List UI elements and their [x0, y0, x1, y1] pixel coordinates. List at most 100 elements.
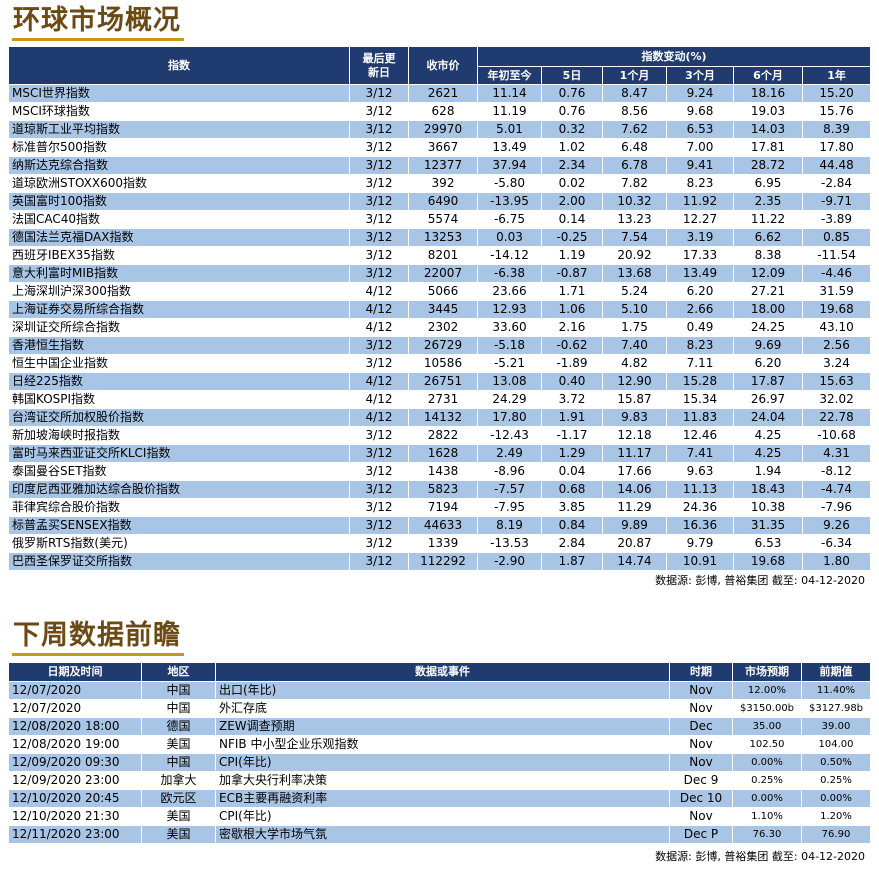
- cell-1m: 17.66: [602, 462, 667, 481]
- cell-5d: -1.89: [541, 354, 603, 373]
- cell-datetime: 12/07/2020: [8, 681, 142, 700]
- cell-3m: 11.13: [666, 480, 734, 499]
- header-period-ytd: 年初至今: [477, 66, 542, 85]
- cell-ytd: -14.12: [477, 246, 542, 265]
- cell-index-name: 巴西圣保罗证交所指数: [8, 552, 350, 571]
- header-region: 地区: [141, 662, 216, 682]
- cell-last-update: 3/12: [349, 480, 409, 499]
- cell-1m: 9.83: [602, 408, 667, 427]
- cell-ytd: -8.96: [477, 462, 542, 481]
- table-row: 泰国曼谷SET指数 3/12 1438 -8.96 0.04 17.66 9.63 1.94-…: [8, 462, 872, 481]
- cell-3m: 11.83: [666, 408, 734, 427]
- cell-previous: 104.00: [801, 735, 871, 754]
- cell-datetime: 12/11/2020 23:00: [8, 825, 142, 844]
- cell-6m: 18.00: [733, 300, 803, 319]
- cell-forecast: 0.25%: [732, 771, 802, 790]
- cell-6m: 1.94: [733, 462, 803, 481]
- cell-5d: 1.29: [541, 444, 603, 463]
- cell-close: 5066: [408, 282, 478, 301]
- cell-1m: 5.24: [602, 282, 667, 301]
- cell-index-name: 菲律宾综合股价指数: [8, 498, 350, 517]
- cell-index-name: 西班牙IBEX35指数: [8, 246, 350, 265]
- header-forecast: 市场预期: [732, 662, 802, 682]
- table-row: 12/10/2020 21:30 美国 CPI(年比) Nov 1.10% 1.20%: [8, 807, 871, 826]
- cell-ytd: 11.14: [477, 84, 542, 103]
- cell-3m: 6.20: [666, 282, 734, 301]
- cell-close: 112292: [408, 552, 478, 571]
- cell-6m: 6.20: [733, 354, 803, 373]
- cell-1m: 6.48: [602, 138, 667, 157]
- cell-1y: 15.63: [801, 372, 872, 391]
- cell-datetime: 12/07/2020: [8, 699, 142, 718]
- cell-5d: 0.04: [541, 462, 603, 481]
- cell-index-name: 标准普尔500指数: [8, 138, 350, 157]
- cell-period: Nov: [669, 753, 733, 772]
- cell-last-update: 4/12: [349, 318, 409, 337]
- table-row: 新加坡海峡时报指数 3/12 2822 -12.43 -1.17 12.18 12.46 4.…: [8, 426, 872, 445]
- table-row: 道琼欧洲STOXX600指数 3/12 392 -5.80 0.02 7.82 8.23 6.…: [8, 174, 872, 193]
- cell-6m: 6.53: [733, 534, 803, 553]
- cell-last-update: 3/12: [349, 552, 409, 571]
- cell-region: 美国: [141, 735, 216, 754]
- cell-1y: 22.78: [801, 408, 872, 427]
- cell-event: ECB主要再融资利率: [215, 789, 670, 808]
- cell-5d: 3.72: [541, 390, 603, 409]
- cell-index-name: 纳斯达克综合指数: [8, 156, 350, 175]
- table-row: 12/10/2020 20:45 欧元区 ECB主要再融资利率 Dec 10 0.00%…: [8, 789, 871, 808]
- table-row: 菲律宾综合股价指数 3/12 7194 -7.95 3.85 11.29 24.36 10.3…: [8, 498, 872, 517]
- cell-forecast: 0.00%: [732, 753, 802, 772]
- cell-3m: 12.46: [666, 426, 734, 445]
- cell-6m: 27.21: [733, 282, 803, 301]
- cell-close: 1438: [408, 462, 478, 481]
- cell-3m: 7.00: [666, 138, 734, 157]
- cell-period: Dec 10: [669, 789, 733, 808]
- cell-period: Nov: [669, 681, 733, 700]
- cell-5d: 0.32: [541, 120, 603, 139]
- cell-1y: 9.26: [801, 516, 872, 535]
- cell-1m: 1.75: [602, 318, 667, 337]
- cell-region: 欧元区: [141, 789, 216, 808]
- cell-period: Nov: [669, 699, 733, 718]
- cell-1m: 12.90: [602, 372, 667, 391]
- cell-1m: 13.68: [602, 264, 667, 283]
- cell-period: Nov: [669, 735, 733, 754]
- cell-5d: 0.02: [541, 174, 603, 193]
- cell-5d: 1.87: [541, 552, 603, 571]
- cell-3m: 12.27: [666, 210, 734, 229]
- cell-1y: 0.85: [801, 228, 872, 247]
- cell-5d: 1.19: [541, 246, 603, 265]
- global-market-index-table: 指数 最后更新日 收市价 指数变动(%) 年初至今 5日 1个月 3个月 6个月…: [8, 46, 872, 571]
- table-row: 纳斯达克综合指数 3/12 12377 37.94 2.34 6.78 9.41 28.72 4…: [8, 156, 872, 175]
- cell-6m: 12.09: [733, 264, 803, 283]
- cell-6m: 4.25: [733, 444, 803, 463]
- cell-last-update: 3/12: [349, 156, 409, 175]
- cell-6m: 31.35: [733, 516, 803, 535]
- cell-1m: 14.74: [602, 552, 667, 571]
- cell-1m: 4.82: [602, 354, 667, 373]
- section-title-week-ahead: 下周数据前瞻: [12, 619, 184, 656]
- table-row: 12/11/2020 23:00 美国 密歇根大学市场气氛 Dec P 76.30 76.…: [8, 825, 871, 844]
- cell-1y: -3.89: [801, 210, 872, 229]
- cell-event: ZEW调查预期: [215, 717, 670, 736]
- table-row: 日经225指数 4/12 26751 13.08 0.40 12.90 15.28 17.87…: [8, 372, 872, 391]
- cell-3m: 13.49: [666, 264, 734, 283]
- cell-5d: 2.00: [541, 192, 603, 211]
- cell-1y: 15.76: [801, 102, 872, 121]
- table-row: 深圳证交所综合指数 4/12 2302 33.60 2.16 1.75 0.49 24.25 4…: [8, 318, 872, 337]
- cell-period: Dec: [669, 717, 733, 736]
- cell-5d: -0.25: [541, 228, 603, 247]
- cell-1m: 11.29: [602, 498, 667, 517]
- cell-1m: 7.62: [602, 120, 667, 139]
- cell-forecast: 0.00%: [732, 789, 802, 808]
- cell-5d: 1.06: [541, 300, 603, 319]
- cell-previous: 76.90: [801, 825, 871, 844]
- cell-5d: 0.68: [541, 480, 603, 499]
- cell-event: NFIB 中小型企业乐观指数: [215, 735, 670, 754]
- cell-region: 中国: [141, 699, 216, 718]
- table-row: 12/08/2020 19:00 美国 NFIB 中小型企业乐观指数 Nov 102.5…: [8, 735, 871, 754]
- table-row: 台湾证交所加权股价指数 4/12 14132 17.80 1.91 9.83 11.83 24…: [8, 408, 872, 427]
- cell-last-update: 3/12: [349, 102, 409, 121]
- week-ahead-table-body: 12/07/2020 中国 出口(年比) Nov 12.00% 11.40% 12/07/2…: [8, 681, 871, 844]
- cell-close: 10586: [408, 354, 478, 373]
- cell-region: 美国: [141, 807, 216, 826]
